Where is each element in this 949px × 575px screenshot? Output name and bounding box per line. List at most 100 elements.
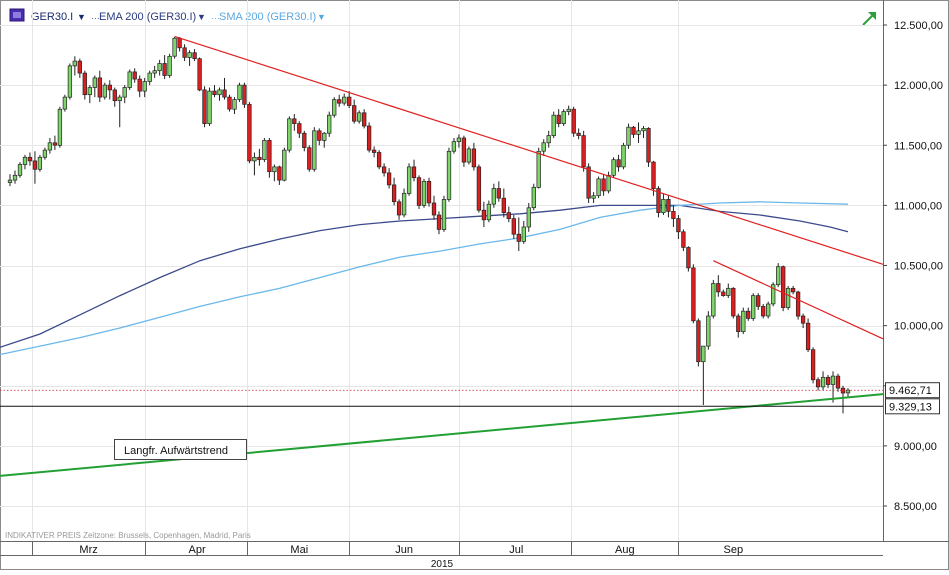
candle[interactable]: [92, 75, 97, 98]
candle[interactable]: [436, 211, 442, 235]
candle[interactable]: [112, 87, 117, 107]
candle[interactable]: [571, 106, 576, 137]
candle[interactable]: [731, 287, 736, 319]
candle[interactable]: [117, 94, 122, 128]
candle[interactable]: [741, 307, 746, 335]
candle[interactable]: [805, 318, 811, 353]
candle[interactable]: [162, 55, 167, 80]
candle[interactable]: [746, 307, 751, 321]
candle[interactable]: [107, 80, 112, 100]
candle[interactable]: [277, 165, 282, 185]
candle[interactable]: [681, 229, 686, 252]
symbol-dropdown-icon[interactable]: ▼: [77, 12, 86, 22]
candle[interactable]: [776, 263, 781, 288]
candle[interactable]: [721, 289, 726, 297]
candle[interactable]: [646, 127, 651, 167]
candle[interactable]: [327, 111, 332, 137]
trend-line-down_long[interactable]: [174, 35, 884, 265]
candle[interactable]: [312, 127, 317, 172]
candle[interactable]: [416, 175, 422, 209]
candle[interactable]: [536, 147, 541, 189]
candle[interactable]: [147, 70, 152, 86]
candle[interactable]: [406, 163, 412, 196]
candle[interactable]: [411, 159, 417, 182]
candle[interactable]: [207, 87, 212, 127]
candle[interactable]: [342, 93, 347, 106]
candle[interactable]: [242, 82, 247, 108]
candle[interactable]: [212, 85, 217, 98]
candle[interactable]: [337, 94, 342, 107]
candle[interactable]: [157, 59, 162, 76]
candle[interactable]: [386, 168, 392, 189]
candle[interactable]: [511, 214, 516, 240]
candle[interactable]: [192, 49, 197, 62]
candle[interactable]: [790, 285, 796, 295]
candle[interactable]: [766, 301, 771, 319]
candle[interactable]: [481, 201, 487, 228]
candle[interactable]: [835, 373, 841, 392]
candle[interactable]: [716, 275, 721, 297]
candle[interactable]: [287, 116, 292, 153]
candle[interactable]: [12, 170, 18, 184]
candle[interactable]: [666, 195, 671, 218]
candle[interactable]: [611, 157, 616, 178]
candle[interactable]: [820, 371, 826, 391]
candle[interactable]: [262, 138, 267, 163]
candle[interactable]: [621, 142, 626, 170]
candle[interactable]: [62, 94, 68, 112]
candle[interactable]: [641, 126, 646, 139]
candle[interactable]: [222, 77, 227, 100]
annotation-box[interactable]: Langfr. Aufwärtstrend: [114, 439, 247, 460]
candle[interactable]: [496, 181, 501, 202]
candle[interactable]: [606, 171, 611, 194]
candle[interactable]: [302, 130, 307, 152]
candle[interactable]: [182, 44, 187, 62]
ema-label[interactable]: EMA 200 (GER30.I): [99, 11, 196, 23]
candle[interactable]: [516, 217, 521, 252]
candle[interactable]: [800, 313, 806, 329]
candle[interactable]: [52, 135, 58, 151]
candle[interactable]: [421, 178, 427, 208]
candle[interactable]: [671, 205, 676, 228]
candle[interactable]: [37, 154, 43, 172]
candle[interactable]: [42, 147, 48, 160]
candle[interactable]: [771, 282, 776, 307]
candle[interactable]: [506, 206, 511, 223]
candle[interactable]: [706, 311, 711, 350]
candle[interactable]: [601, 174, 606, 196]
candle[interactable]: [347, 91, 352, 108]
candle[interactable]: [631, 126, 636, 139]
candle[interactable]: [401, 188, 407, 218]
candle[interactable]: [172, 37, 177, 59]
trend-line-down_short[interactable]: [713, 260, 884, 340]
candle[interactable]: [531, 183, 536, 211]
candle[interactable]: [187, 50, 192, 66]
candle[interactable]: [785, 285, 791, 310]
candle[interactable]: [736, 313, 741, 338]
candle[interactable]: [272, 164, 277, 182]
candle[interactable]: [526, 202, 531, 232]
candle[interactable]: [566, 105, 571, 116]
candle[interactable]: [596, 176, 601, 199]
candle[interactable]: [352, 99, 357, 124]
candle[interactable]: [202, 86, 207, 128]
candle[interactable]: [82, 70, 87, 100]
candle[interactable]: [292, 113, 297, 131]
candle[interactable]: [696, 318, 701, 367]
candle[interactable]: [102, 82, 107, 100]
candle[interactable]: [122, 85, 127, 104]
candle[interactable]: [541, 139, 546, 157]
candle[interactable]: [561, 109, 566, 127]
candle[interactable]: [7, 174, 13, 187]
candle[interactable]: [197, 57, 202, 92]
candle[interactable]: [32, 151, 38, 184]
candle[interactable]: [815, 377, 821, 391]
sma-dropdown-icon[interactable]: ▼: [317, 12, 326, 22]
candle[interactable]: [466, 146, 472, 165]
candle[interactable]: [810, 347, 816, 384]
candle[interactable]: [491, 183, 496, 208]
candle[interactable]: [376, 150, 382, 170]
candle[interactable]: [252, 152, 257, 176]
candle[interactable]: [781, 265, 786, 312]
candle[interactable]: [451, 138, 457, 154]
